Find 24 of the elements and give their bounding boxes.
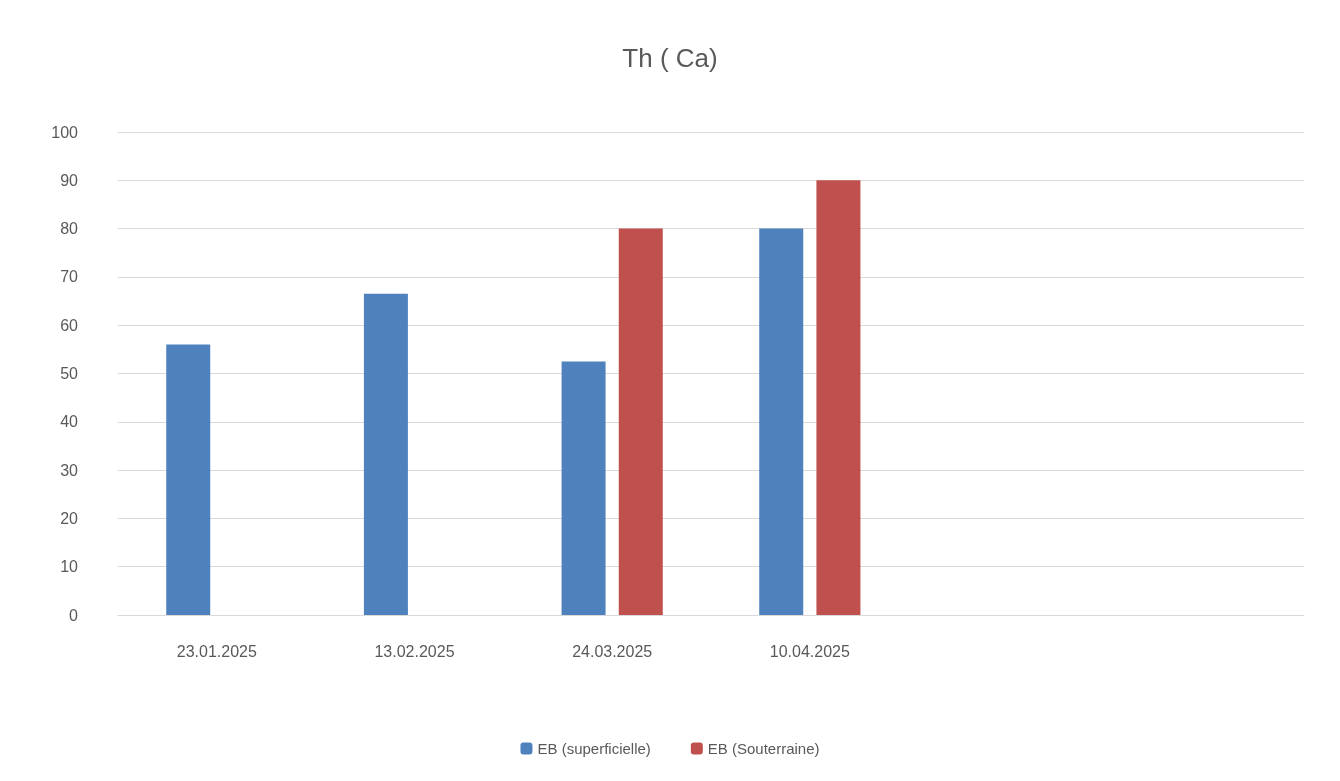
y-tick-label: 60 (60, 316, 79, 334)
y-tick-label: 20 (60, 509, 79, 527)
y-tick-label: 70 (60, 268, 79, 286)
bar (816, 180, 861, 615)
y-tick-label: 90 (60, 171, 79, 189)
y-tick-label: 80 (60, 220, 79, 238)
bar (759, 228, 804, 615)
y-tick-label: 30 (60, 461, 79, 479)
bar (363, 293, 408, 615)
legend-label: EB (Souterraine) (707, 740, 820, 757)
x-tick-label: 13.02.2025 (374, 642, 455, 660)
y-tick-label: 100 (51, 123, 79, 141)
x-tick-label: 10.04.2025 (769, 642, 850, 660)
y-tick-label: 50 (60, 365, 79, 382)
y-tick-label: 0 (69, 606, 79, 624)
x-tick-label: 23.01.2025 (176, 642, 257, 660)
y-tick-label: 10 (60, 558, 79, 576)
x-tick-label: 24.03.2025 (572, 642, 653, 660)
bar (166, 344, 211, 615)
bar (561, 361, 606, 615)
bar (618, 228, 663, 615)
y-tick-label: 40 (60, 413, 79, 431)
legend-label: EB (superficielle) (537, 740, 651, 757)
chart-title: Th ( Ca) (622, 43, 718, 73)
